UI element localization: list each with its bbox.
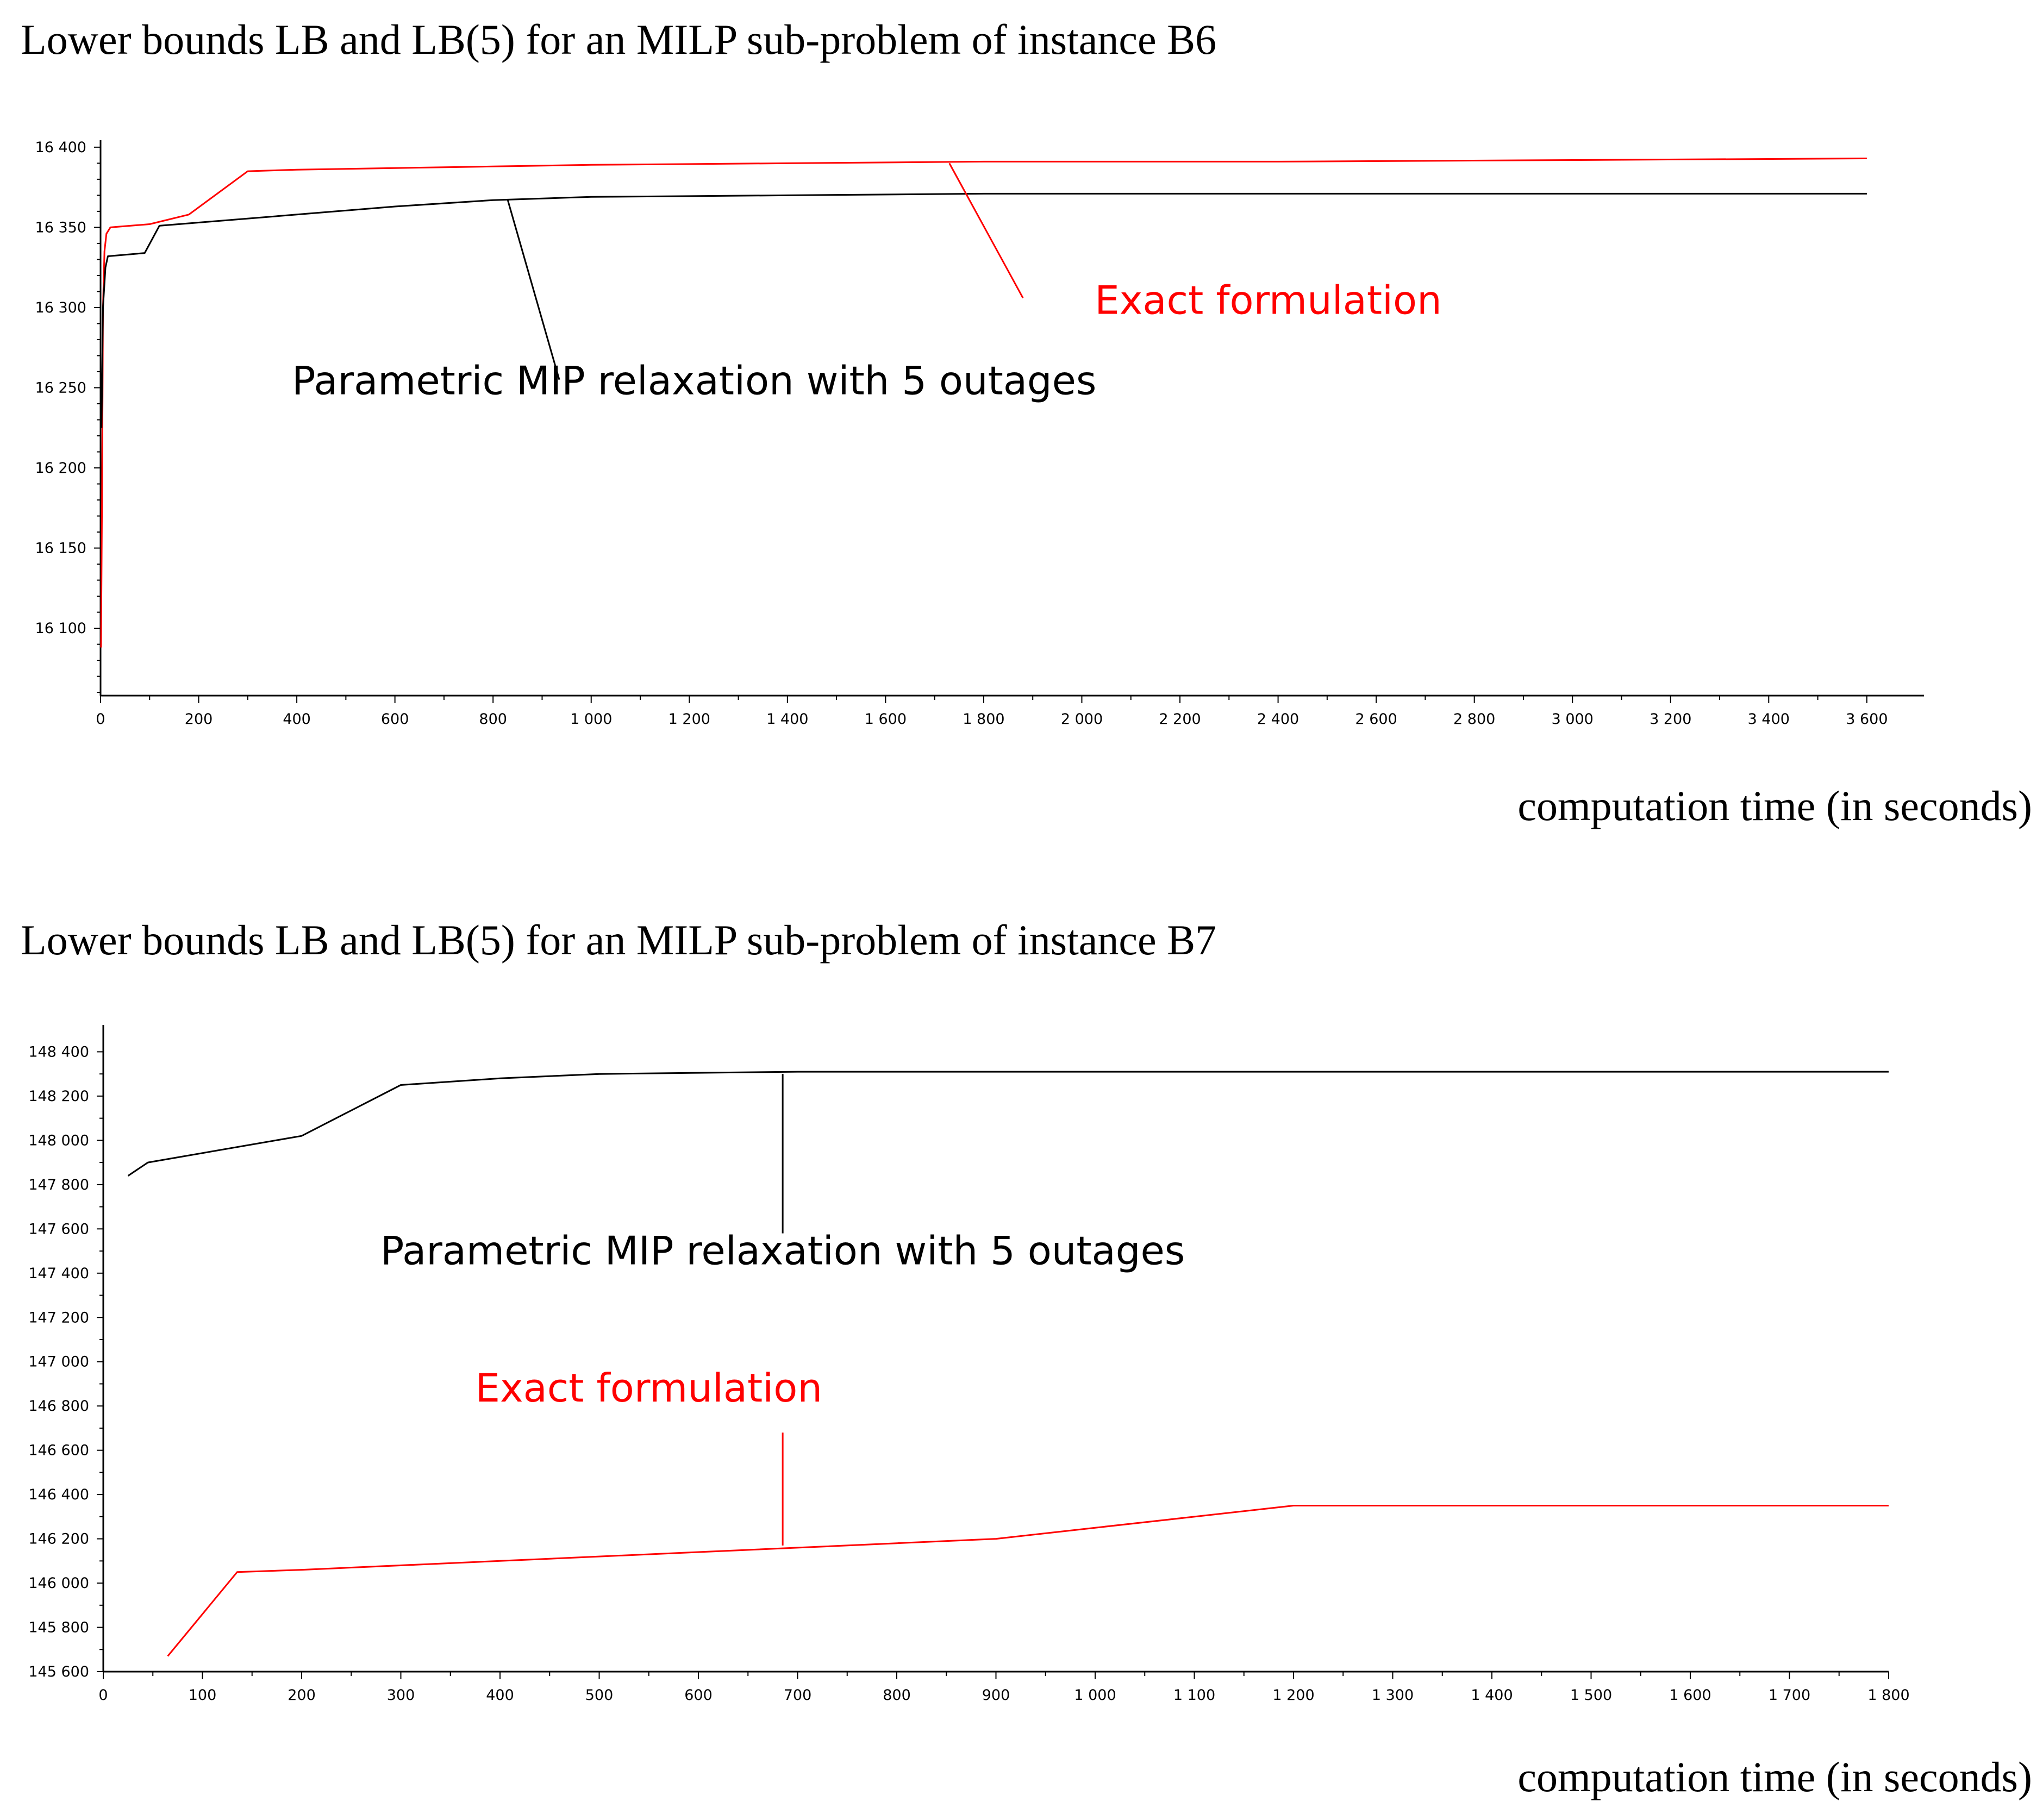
annotation-label: Exact formulation (476, 1365, 822, 1411)
y-tick-label: 16 200 (35, 460, 86, 477)
chart-2-b7: 0 100 200 300 400 500 600 700 800 900 1 000 1 100 1 … (28, 1025, 1910, 1704)
series-line-exact-formulation (167, 1505, 1889, 1657)
x-tick-label: 900 (982, 1687, 1010, 1704)
x-tick-label: 200 (185, 711, 213, 728)
x-tick-label: 1 800 (1867, 1687, 1909, 1704)
chart-1-title: Lower bounds LB and LB(5) for an MILP su… (21, 16, 1217, 63)
y-tick-label: 16 150 (35, 540, 86, 557)
annotation-leader-line (507, 199, 560, 380)
x-tick-label: 1 300 (1372, 1687, 1414, 1704)
y-tick-label: 146 600 (28, 1442, 89, 1459)
y-tick-label: 147 200 (28, 1309, 89, 1326)
y-tick-label: 146 200 (28, 1531, 89, 1548)
y-tick-label: 16 300 (35, 299, 86, 316)
x-tick-label: 2 600 (1355, 711, 1397, 728)
x-tick-label: 1 100 (1173, 1687, 1215, 1704)
y-tick-label: 146 400 (28, 1486, 89, 1503)
y-tick-label: 146 800 (28, 1398, 89, 1415)
y-tick-label: 16 350 (35, 219, 86, 236)
x-tick-label: 3 000 (1552, 711, 1594, 728)
x-tick-label: 1 400 (766, 711, 808, 728)
x-tick-label: 2 000 (1061, 711, 1103, 728)
x-tick-label: 1 400 (1471, 1687, 1513, 1704)
x-tick-label: 1 000 (570, 711, 612, 728)
x-tick-label: 1 200 (668, 711, 710, 728)
y-tick-label: 147 000 (28, 1354, 89, 1371)
x-tick-label: 3 400 (1748, 711, 1790, 728)
y-tick-label: 16 400 (35, 139, 86, 156)
x-tick-label: 3 600 (1846, 711, 1888, 728)
chart-1-xlabel: computation time (in seconds) (1517, 782, 2032, 829)
chart-2-xlabel: computation time (in seconds) (1517, 1753, 2032, 1800)
y-tick-label: 145 800 (28, 1619, 89, 1636)
series-line-exact-formulation (100, 158, 1867, 648)
y-tick-label: 145 600 (28, 1663, 89, 1680)
series-line-parametric-mip (101, 192, 1867, 428)
annotation-label: Parametric MIP relaxation with 5 outages (292, 358, 1096, 403)
x-tick-label: 1 000 (1074, 1687, 1116, 1704)
x-tick-label: 600 (381, 711, 409, 728)
y-tick-label: 147 600 (28, 1221, 89, 1237)
x-tick-label: 1 500 (1570, 1687, 1612, 1704)
x-tick-label: 600 (684, 1687, 713, 1704)
x-tick-label: 1 800 (963, 711, 1004, 728)
x-tick-label: 0 (96, 711, 105, 728)
chart-1-b6: 0 200 400 600 800 1 000 1 200 1 400 1 600 1 800 2 … (35, 139, 1924, 728)
y-tick-label: 148 400 (28, 1043, 89, 1060)
x-tick-label: 800 (479, 711, 507, 728)
x-tick-label: 1 200 (1272, 1687, 1314, 1704)
x-tick-label: 800 (883, 1687, 911, 1704)
x-tick-label: 3 200 (1650, 711, 1691, 728)
y-tick-label: 148 200 (28, 1088, 89, 1105)
x-tick-label: 2 200 (1159, 711, 1201, 728)
x-tick-label: 300 (387, 1687, 415, 1704)
x-tick-label: 200 (288, 1687, 316, 1704)
x-tick-label: 1 600 (865, 711, 907, 728)
series-line-parametric-mip (127, 1071, 1889, 1177)
y-tick-label: 16 250 (35, 379, 86, 396)
x-tick-label: 2 400 (1257, 711, 1299, 728)
x-tick-label: 2 800 (1453, 711, 1495, 728)
y-tick-label: 148 000 (28, 1132, 89, 1149)
x-tick-label: 0 (98, 1687, 108, 1704)
x-tick-label: 1 600 (1669, 1687, 1711, 1704)
y-tick-label: 16 100 (35, 620, 86, 637)
x-tick-label: 100 (189, 1687, 217, 1704)
x-tick-label: 400 (283, 711, 311, 728)
x-tick-label: 400 (486, 1687, 514, 1704)
y-tick-label: 147 400 (28, 1265, 89, 1282)
annotation-label: Parametric MIP relaxation with 5 outages (380, 1228, 1185, 1273)
x-tick-label: 500 (585, 1687, 614, 1704)
x-tick-label: 700 (784, 1687, 812, 1704)
annotation-label: Exact formulation (1095, 278, 1441, 323)
y-tick-label: 147 800 (28, 1177, 89, 1193)
chart-2-title: Lower bounds LB and LB(5) for an MILP su… (21, 916, 1217, 964)
y-tick-label: 146 000 (28, 1575, 89, 1592)
annotation-leader-line (948, 162, 1024, 298)
x-tick-label: 1 700 (1769, 1687, 1810, 1704)
